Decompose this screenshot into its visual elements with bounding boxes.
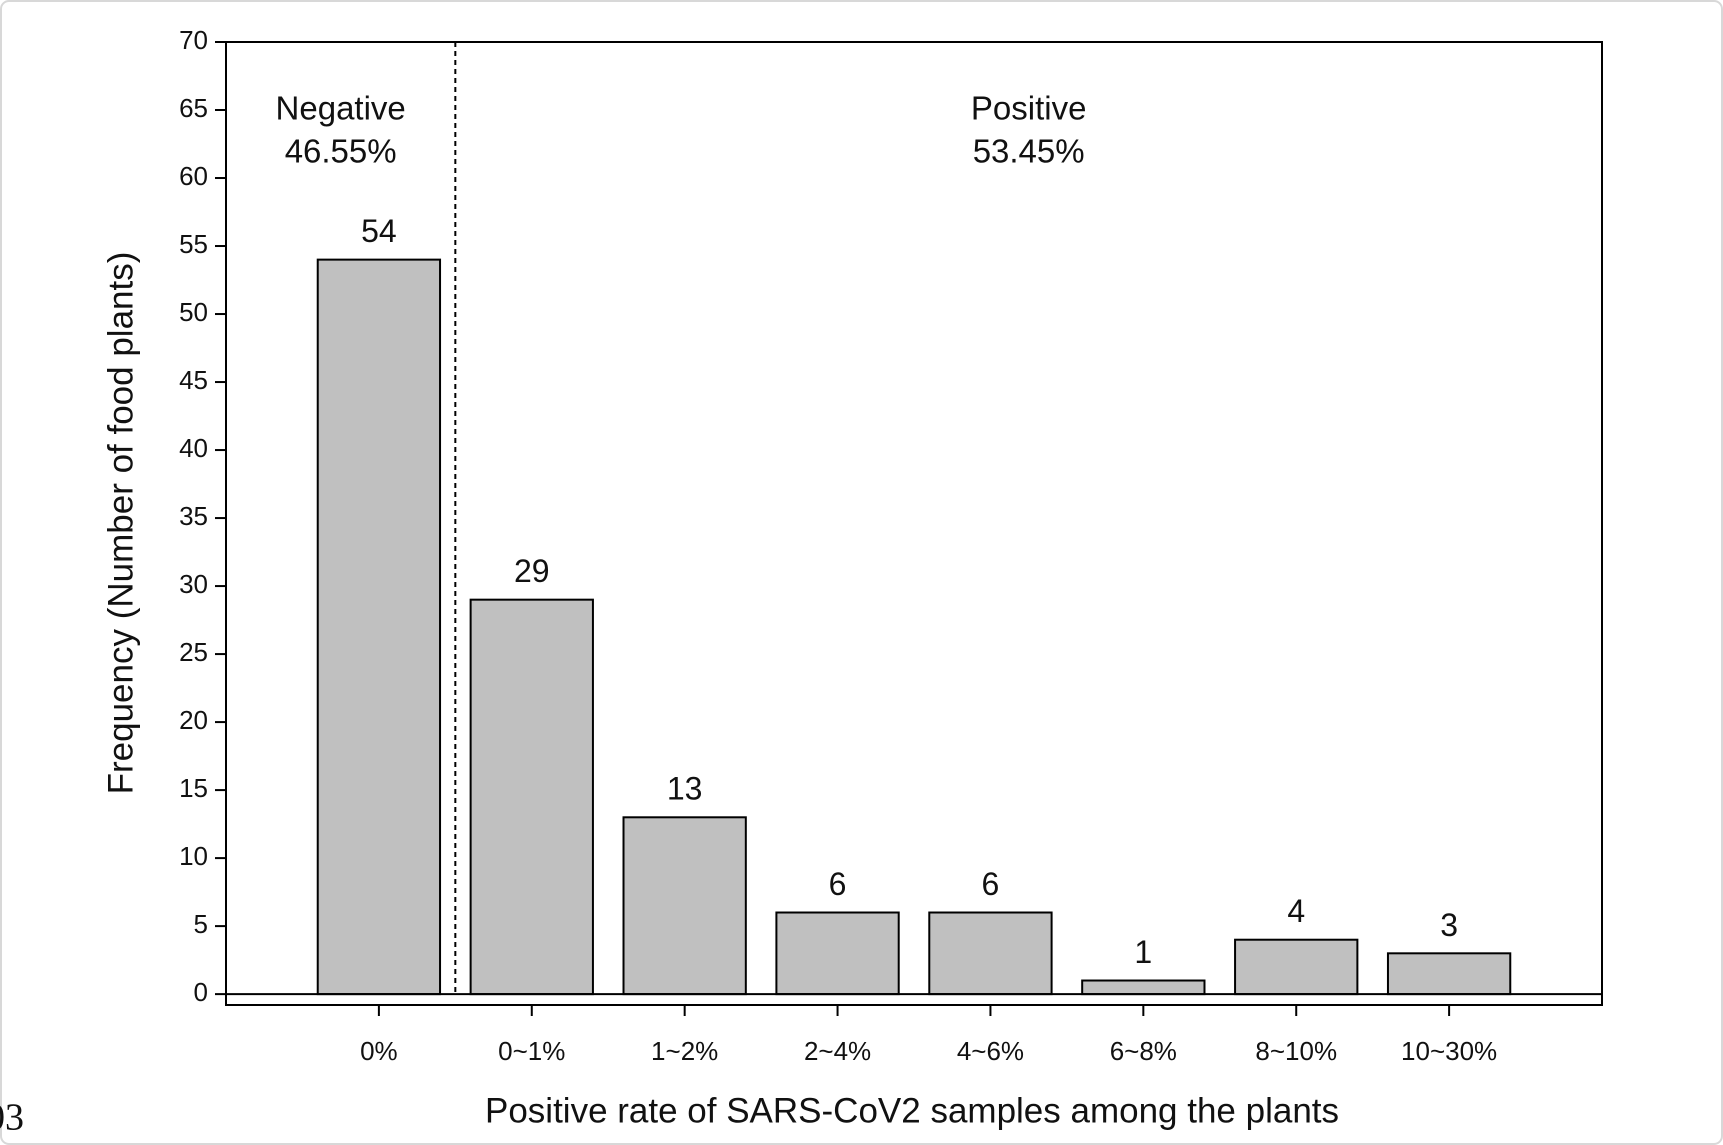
bar — [622, 816, 747, 996]
x-axis-title: Positive rate of SARS-CoV2 samples among… — [485, 1091, 1339, 1130]
value-label: 1 — [1134, 934, 1152, 970]
bar — [775, 911, 900, 996]
y-axis-title: Frequency (Number of food plants) — [101, 252, 140, 795]
y-tick-label: 45 — [179, 365, 208, 395]
value-label: 13 — [667, 771, 703, 807]
x-tick-label: 8~10% — [1255, 1036, 1337, 1066]
bar — [1081, 979, 1206, 996]
y-tick-label: 0 — [194, 977, 208, 1007]
y-tick-label: 25 — [179, 637, 208, 667]
x-tick-label: 6~8% — [1110, 1036, 1177, 1066]
bar — [469, 598, 594, 996]
y-tick-label: 20 — [179, 705, 208, 735]
value-label: 4 — [1287, 893, 1305, 929]
bar — [928, 911, 1053, 996]
y-tick-label: 35 — [179, 501, 208, 531]
bar — [1386, 952, 1512, 996]
y-tick-label: 60 — [179, 161, 208, 191]
value-label: 6 — [829, 866, 847, 902]
y-tick-label: 15 — [179, 773, 208, 803]
y-tick-label: 55 — [179, 229, 208, 259]
x-tick-label: 0~1% — [498, 1036, 565, 1066]
annotation-label: Negative — [276, 90, 406, 127]
y-tick-label: 65 — [179, 93, 208, 123]
value-label: 54 — [361, 213, 397, 249]
y-tick-label: 10 — [179, 841, 208, 871]
value-label: 3 — [1440, 907, 1458, 943]
y-tick-label: 40 — [179, 433, 208, 463]
bar — [316, 258, 442, 996]
value-label: 6 — [982, 866, 1000, 902]
x-tick-label: 2~4% — [804, 1036, 871, 1066]
x-tick-label: 4~6% — [957, 1036, 1024, 1066]
plot-frame — [225, 41, 1603, 1006]
x-tick-label: 0% — [360, 1036, 398, 1066]
y-tick-label: 30 — [179, 569, 208, 599]
x-tick-label: 1~2% — [651, 1036, 718, 1066]
bar — [1234, 938, 1359, 996]
value-label: 29 — [514, 553, 550, 589]
caption-fragment: 03 — [0, 1097, 24, 1139]
y-tick-label: 50 — [179, 297, 208, 327]
x-tick-label: 10~30% — [1401, 1036, 1497, 1066]
annotation-percent: 53.45% — [973, 133, 1085, 170]
annotation-percent: 46.55% — [285, 133, 397, 170]
y-tick-label: 70 — [179, 25, 208, 55]
y-tick-label: 5 — [194, 909, 208, 939]
annotation-label: Positive — [971, 90, 1087, 127]
